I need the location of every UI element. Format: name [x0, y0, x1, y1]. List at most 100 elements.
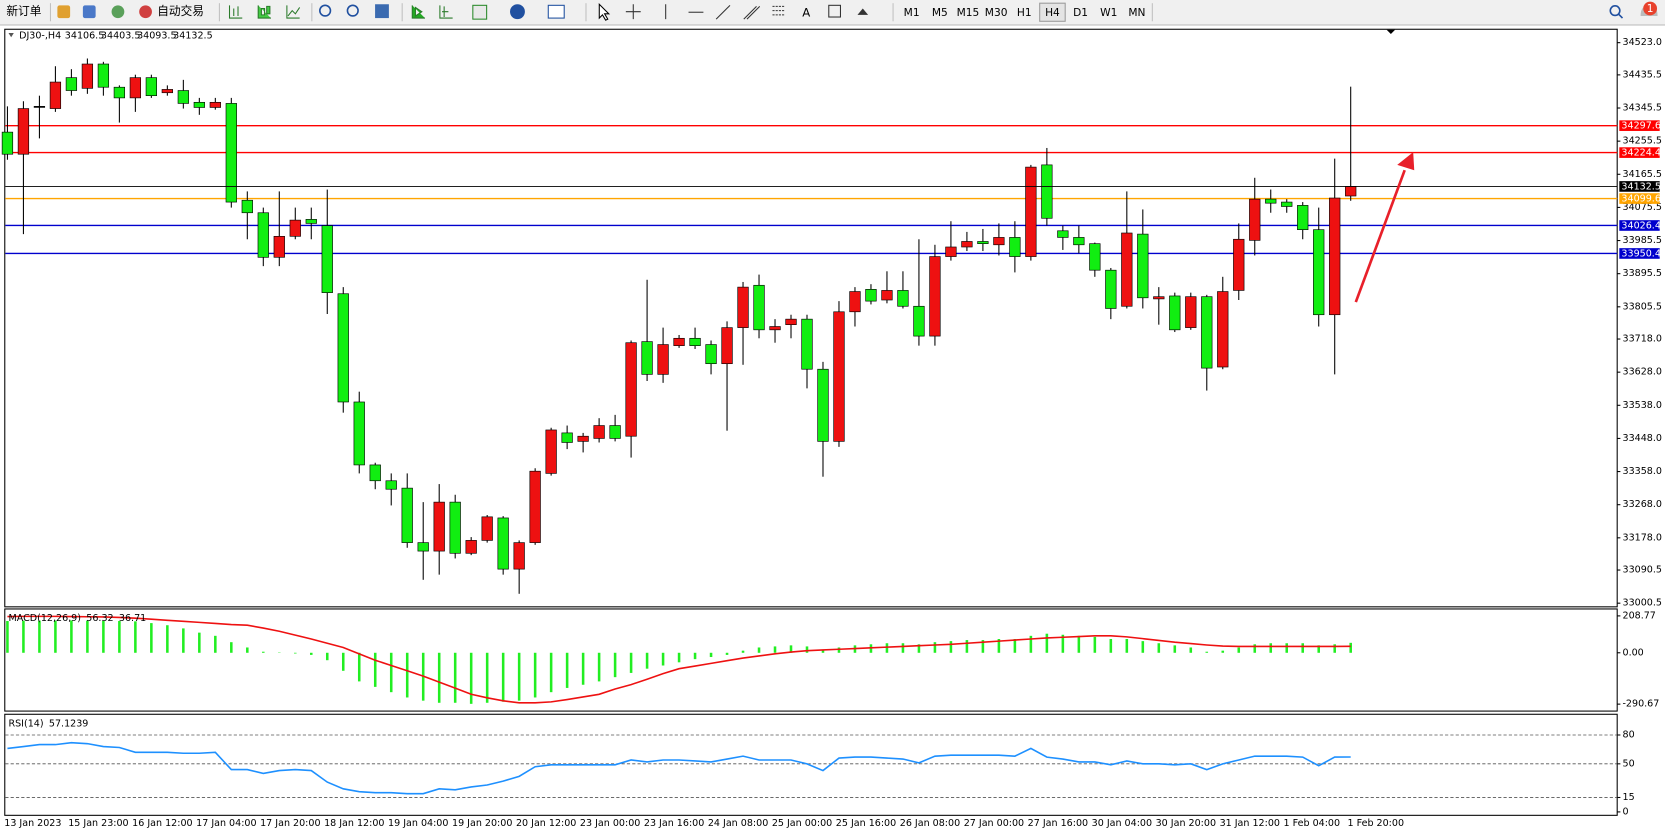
new-order-label[interactable]: 新订单 — [6, 4, 41, 18]
y-tick-label: 34523.0 — [1622, 37, 1661, 48]
macd-bar — [1269, 643, 1273, 653]
macd-bar — [1173, 645, 1177, 653]
candle-body — [545, 429, 557, 474]
auto-trading-label[interactable]: 自动交易 — [157, 4, 204, 18]
candle-body — [81, 63, 94, 89]
timeframe-button[interactable]: M15 — [957, 6, 980, 19]
y-tick-label: 33538.0 — [1622, 400, 1661, 411]
candle-body — [193, 101, 205, 108]
macd-bar — [1125, 638, 1129, 653]
y-tick-label: 33718.0 — [1622, 334, 1661, 345]
line-chart-button[interactable] — [286, 5, 301, 19]
macd-bar — [1189, 647, 1193, 653]
templates-button[interactable] — [547, 4, 565, 19]
candle-body — [1009, 237, 1021, 257]
rsi-line — [7, 741, 1351, 795]
macd-bar — [821, 649, 825, 653]
indicators-button[interactable] — [472, 4, 488, 20]
macd-bar — [885, 643, 889, 653]
auto-trading-button[interactable]: 自动交易 — [139, 4, 204, 18]
current-price-label: 34132.5 — [1621, 181, 1660, 192]
candle-body — [289, 219, 301, 237]
macd-bar — [1109, 638, 1113, 653]
macd-bar — [677, 652, 681, 663]
arrow-head — [1397, 152, 1415, 171]
plot-area: 34523.0 34435.5 34345.5 34255.5 34165.5 34075… — [1, 31, 1662, 829]
timeframe-button[interactable]: M5 — [932, 6, 948, 19]
candle-body — [161, 89, 173, 94]
timeframe-button[interactable]: H1 — [1017, 6, 1032, 19]
candle-body — [1169, 295, 1181, 331]
macd-bar — [1045, 633, 1049, 653]
candle-body — [1249, 198, 1261, 241]
periods-button[interactable] — [510, 4, 525, 20]
macd-bar — [22, 620, 25, 653]
level-label: 34297.6 — [1621, 121, 1660, 132]
timeframe-button[interactable]: MN — [1128, 6, 1145, 19]
notification-count: 1 — [1647, 2, 1654, 15]
candle-body — [241, 199, 253, 214]
candle-body — [1185, 296, 1197, 328]
icon-button[interactable] — [57, 5, 71, 19]
macd-bar — [933, 642, 937, 653]
search-button[interactable] — [1609, 5, 1621, 17]
notification-badge[interactable] — [1643, 1, 1658, 16]
y-tick-label: 34435.5 — [1622, 69, 1661, 80]
timeframe-button[interactable]: M30 — [985, 6, 1008, 19]
macd-bar — [837, 647, 841, 653]
chart-shift-button[interactable] — [439, 5, 453, 19]
tile-button[interactable] — [375, 4, 389, 19]
timeframe-bar: M1 M5 M15 M30 H1 H4 D1 W1 MN — [904, 2, 1145, 22]
candle-body — [1265, 198, 1277, 204]
candle-body — [497, 517, 509, 570]
candle-body — [753, 284, 765, 331]
text-tool[interactable]: A — [802, 5, 810, 19]
candle-body — [897, 290, 909, 307]
trendline-button[interactable] — [715, 4, 731, 20]
macd-bar — [1349, 642, 1352, 653]
candle-body — [929, 256, 941, 337]
candle-chart-button[interactable] — [257, 5, 271, 19]
fibo-button[interactable] — [772, 5, 786, 16]
macd-bar — [309, 652, 313, 655]
symbol-icon — [8, 32, 14, 38]
macd-bar — [166, 625, 169, 653]
macd-bar — [437, 652, 441, 703]
macd-bar — [118, 620, 121, 653]
cursor-button[interactable] — [598, 2, 611, 21]
timeframe-button[interactable]: H4 — [1045, 6, 1060, 19]
label-tool[interactable] — [828, 4, 842, 18]
candle-body — [257, 212, 269, 258]
candle-body — [273, 235, 285, 258]
zoom-in-button[interactable] — [319, 4, 332, 17]
candle-body — [1201, 296, 1213, 369]
channel-button[interactable] — [743, 6, 761, 20]
timeframe-button[interactable]: D1 — [1073, 6, 1088, 19]
macd-bar — [613, 652, 617, 678]
new-order-button[interactable]: 新订单 — [6, 4, 41, 18]
icon-button[interactable] — [82, 5, 96, 19]
level-label-box — [1619, 220, 1660, 231]
search-handle — [1617, 13, 1624, 19]
auto-trading-icon[interactable] — [139, 5, 152, 19]
candle-body — [337, 293, 349, 403]
timeframe-button[interactable]: W1 — [1100, 6, 1117, 19]
crosshair-button[interactable] — [625, 4, 641, 20]
autoscroll-button[interactable] — [411, 5, 426, 19]
bar-chart-button[interactable] — [228, 5, 243, 19]
candle-body — [1073, 237, 1085, 246]
icon-button[interactable] — [111, 5, 125, 19]
x-tick-label: 27 Jan 00:00 — [964, 818, 1024, 829]
toolbar: 新订单 自动交易 A M1 M5 M15 M — [0, 0, 1665, 26]
macd-bar — [1077, 635, 1081, 653]
main-panel — [4, 28, 1618, 608]
candle-body — [369, 464, 381, 482]
candle-body — [865, 289, 877, 302]
candle-body — [561, 432, 573, 443]
zoom-out-button[interactable] — [346, 4, 359, 17]
macd-bar — [294, 652, 297, 654]
timeframe-button[interactable]: M1 — [904, 6, 920, 19]
y-tick-label: 33448.0 — [1622, 433, 1661, 444]
arrows-tool[interactable] — [857, 8, 869, 15]
candle-body — [33, 106, 46, 108]
